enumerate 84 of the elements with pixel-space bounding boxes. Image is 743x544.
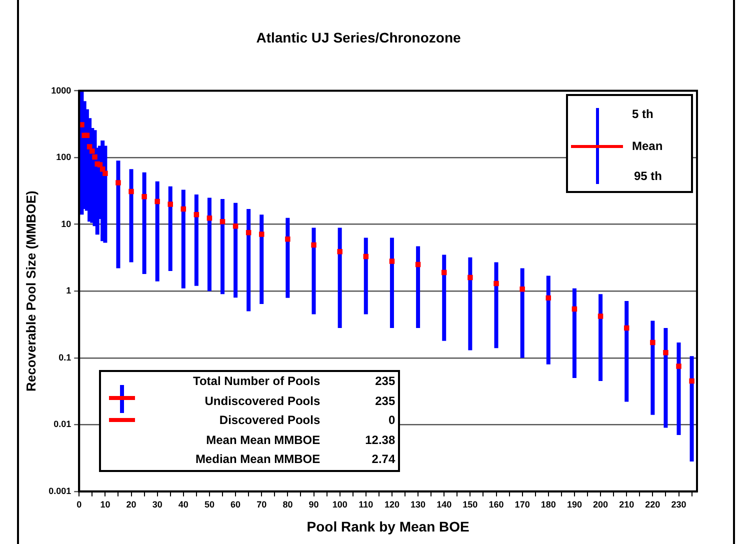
- x-axis-title: Pool Rank by Mean BOE: [306, 518, 470, 534]
- x-tick-label: 30: [152, 499, 162, 510]
- point: [258, 232, 264, 237]
- point: [90, 148, 95, 154]
- annotation: 12.38: [365, 432, 396, 447]
- y-tick-label: 100: [56, 152, 72, 162]
- point: [494, 280, 499, 286]
- x-tick-label: 210: [619, 499, 634, 510]
- point: [86, 144, 92, 150]
- point: [180, 206, 186, 212]
- x-tick-label: 0: [76, 499, 82, 510]
- x-tick-label: 20: [126, 499, 136, 510]
- annotation: 235: [375, 374, 396, 388]
- point: [128, 188, 134, 194]
- annotation: Median Mean MMBOE: [195, 452, 320, 466]
- annotation: 5 th: [632, 106, 654, 121]
- y-tick-label: 1000: [51, 85, 72, 96]
- y-tick-label: 0.01: [54, 419, 72, 430]
- point: [337, 249, 342, 254]
- annotation: 95 th: [634, 168, 662, 183]
- point: [84, 132, 90, 138]
- annotation: 2.74: [372, 452, 396, 466]
- point: [389, 258, 395, 264]
- x-tick-label: 120: [384, 499, 400, 510]
- y-tick-label: 10: [61, 218, 72, 229]
- point: [689, 378, 694, 384]
- point: [232, 224, 238, 229]
- y-axis-title: Recoverable Pool Size (MMBOE): [23, 190, 38, 392]
- x-tick-label: 50: [204, 499, 214, 510]
- x-tick-label: 230: [671, 499, 686, 510]
- point: [363, 254, 369, 260]
- point: [246, 230, 252, 236]
- point: [676, 364, 682, 369]
- x-tick-label: 180: [540, 499, 556, 510]
- point: [572, 306, 578, 312]
- point: [663, 350, 668, 356]
- x-tick-label: 60: [230, 499, 241, 510]
- point: [97, 162, 103, 168]
- x-tick-label: 10: [100, 499, 110, 510]
- point: [168, 202, 173, 207]
- point: [154, 198, 160, 204]
- x-tick-label: 90: [308, 499, 319, 510]
- annotation: 0: [388, 413, 396, 428]
- x-tick-label: 40: [178, 499, 188, 510]
- x-tick-label: 100: [332, 499, 348, 510]
- point: [311, 242, 316, 248]
- annotation: Total Number of Pools: [193, 374, 320, 388]
- point: [415, 262, 421, 268]
- point: [441, 270, 447, 276]
- x-tick-label: 80: [282, 499, 293, 510]
- point: [650, 340, 656, 346]
- x-tick-label: 140: [436, 499, 452, 510]
- annotation: Discovered Pools: [219, 413, 320, 428]
- point: [142, 194, 147, 200]
- point: [116, 180, 121, 186]
- point: [598, 314, 604, 319]
- point: [520, 286, 525, 292]
- annotation: 235: [375, 394, 396, 408]
- point: [546, 295, 552, 301]
- annotation: Mean Mean MMBOE: [206, 432, 320, 447]
- point: [102, 170, 108, 176]
- point: [194, 212, 200, 218]
- x-tick-label: 160: [488, 499, 504, 510]
- annotation: Undiscovered Pools: [204, 394, 320, 408]
- x-tick-label: 220: [645, 499, 660, 510]
- point: [206, 215, 212, 221]
- y-tick-label: 0.1: [58, 352, 72, 362]
- point: [220, 218, 226, 224]
- x-tick-label: 70: [256, 499, 267, 510]
- point: [100, 166, 106, 172]
- y-tick-label: 0.001: [48, 486, 72, 496]
- x-tick-label: 130: [410, 499, 426, 510]
- x-tick-label: 170: [514, 499, 530, 510]
- y-tick-label: 1: [66, 286, 72, 296]
- point: [624, 325, 630, 331]
- x-tick-label: 200: [593, 499, 608, 510]
- point: [285, 236, 290, 242]
- point: [468, 274, 473, 280]
- x-tick-label: 150: [462, 499, 478, 510]
- x-tick-label: 110: [358, 499, 374, 510]
- x-tick-label: 190: [566, 499, 582, 510]
- legend-label: Mean: [632, 138, 663, 153]
- chart-title: Atlantic UJ Series/Chronozone: [256, 29, 462, 46]
- point: [92, 154, 98, 160]
